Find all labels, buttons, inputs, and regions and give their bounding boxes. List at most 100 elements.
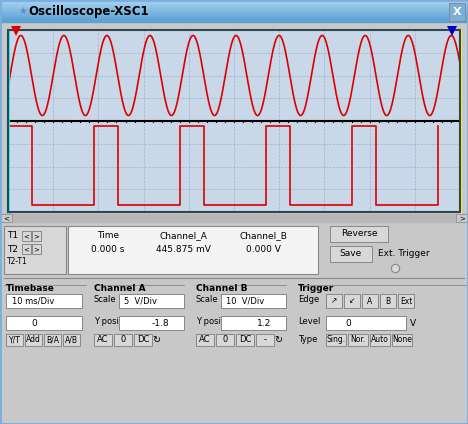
Bar [0,13,468,14]
Text: 0: 0 [31,318,37,327]
Text: Ext. Trigger: Ext. Trigger [378,249,430,259]
Bar [392,334,412,346]
Text: Trigger: Trigger [298,284,334,293]
Bar [25,334,42,346]
Text: Nor.: Nor. [351,335,366,344]
Text: Timebase: Timebase [6,284,55,293]
Text: Ext: Ext [400,296,412,306]
Bar [0,21,468,22]
Text: Scale: Scale [94,296,117,304]
Bar [94,334,112,346]
Bar [326,294,342,308]
Bar [348,334,368,346]
Bar [196,334,214,346]
Text: Add: Add [26,335,41,344]
Text: >: > [34,246,39,252]
Text: Channel_A: Channel_A [159,232,207,240]
Text: Y/T: Y/T [8,335,21,344]
Bar [0,17,468,18]
Bar [0,18,468,19]
Bar [221,294,286,308]
Text: -: - [263,335,266,344]
Bar [0,1,468,2]
Text: Sing.: Sing. [327,335,345,344]
Bar [0,11,468,12]
Text: Auto: Auto [371,335,389,344]
Text: 445.875 mV: 445.875 mV [155,245,211,254]
Text: ↗: ↗ [331,296,337,306]
Text: 1.2: 1.2 [257,318,271,327]
Text: T2-T1: T2-T1 [7,257,28,267]
Bar [32,244,41,254]
Text: Type: Type [298,335,317,344]
Bar [114,334,132,346]
Bar [8,30,460,212]
Bar [0,0,468,1]
Bar [0,15,468,16]
Bar [0,2,468,3]
Bar [0,9,468,10]
Bar [0,19,468,20]
Bar [326,316,406,330]
Text: X position: X position [6,318,48,326]
Bar [6,294,82,308]
Text: Y position: Y position [196,318,237,326]
Text: ↻: ↻ [274,335,282,345]
Text: <: < [3,215,9,221]
Bar [22,244,31,254]
Text: 0: 0 [345,318,351,327]
Bar [326,334,346,346]
Bar [380,294,396,308]
Text: AC: AC [199,335,211,344]
Bar [216,334,234,346]
Bar [0,7,468,8]
Bar [330,226,388,242]
Bar [6,334,23,346]
Bar [0,214,12,222]
Bar [0,224,468,422]
Text: Scale: Scale [6,296,29,304]
Text: Time: Time [97,232,119,240]
Bar [0,20,468,21]
Bar [0,10,468,11]
Bar [8,30,460,212]
Bar [398,294,414,308]
Text: Channel B: Channel B [196,284,248,293]
Bar [63,334,80,346]
Bar [4,226,66,274]
Text: >: > [459,215,465,221]
Bar [0,4,468,5]
Text: Edge: Edge [298,296,319,304]
Bar [0,5,468,6]
Text: Channel_B: Channel_B [239,232,287,240]
Bar [362,294,378,308]
Text: A: A [367,296,373,306]
Text: Reverse: Reverse [341,229,377,238]
Bar [0,16,468,17]
Bar [134,334,152,346]
Bar [0,14,468,15]
Text: Y position: Y position [94,318,135,326]
Bar [456,214,468,222]
Text: DC: DC [239,335,251,344]
Bar [370,334,390,346]
Text: Scale: Scale [196,296,219,304]
Bar [68,226,318,274]
Text: -1.8: -1.8 [151,318,169,327]
Text: Oscilloscope-XSC1: Oscilloscope-XSC1 [28,5,149,17]
Text: >: > [34,233,39,239]
Text: DC: DC [137,335,149,344]
Bar [330,246,372,262]
Text: Channel A: Channel A [94,284,146,293]
Text: 0: 0 [120,335,125,344]
Bar [449,3,465,21]
Bar [236,334,254,346]
Bar [0,12,468,13]
Text: 10  V/Div: 10 V/Div [226,296,264,306]
Text: 10 ms/Div: 10 ms/Div [12,296,54,306]
Text: None: None [392,335,412,344]
Text: V: V [410,318,416,327]
Bar [0,8,468,9]
Text: 5  V/Div: 5 V/Div [124,296,157,306]
Bar [119,316,184,330]
